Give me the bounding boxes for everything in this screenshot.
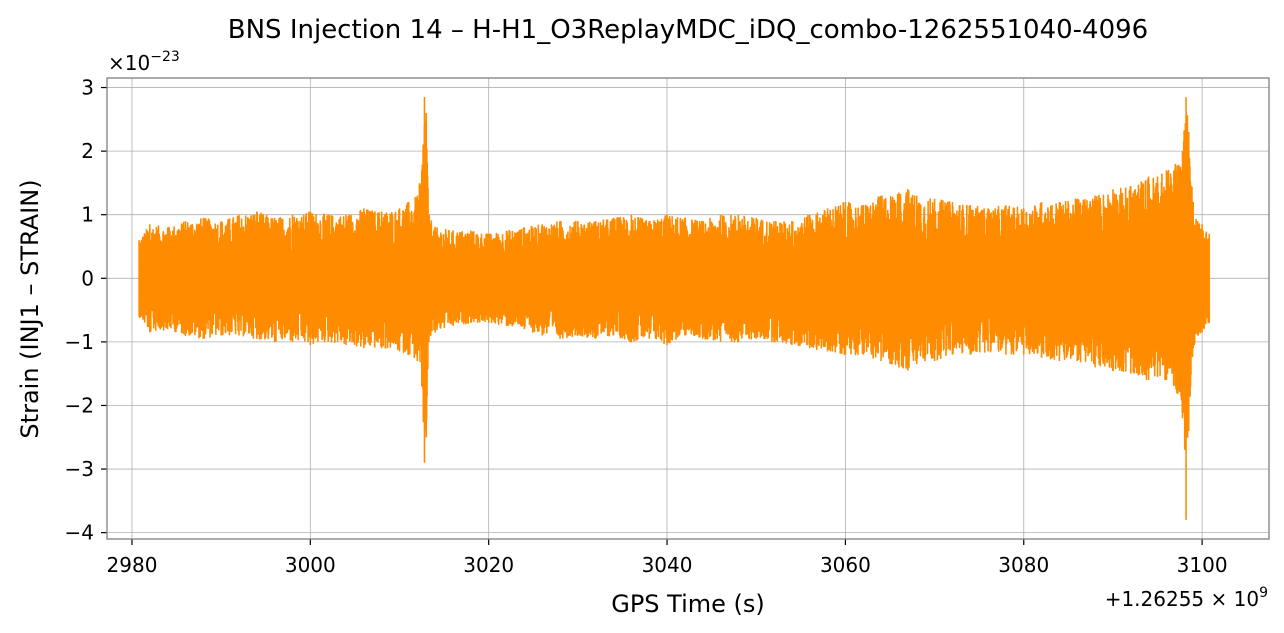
- series-layer: [138, 97, 1211, 520]
- x-tick-label: 3100: [1177, 553, 1228, 577]
- strain-series-line: [138, 97, 1211, 520]
- y-tick-label: −3: [65, 457, 94, 481]
- y-scale-exponent: −23: [150, 49, 180, 65]
- x-tick-label: 3000: [285, 553, 336, 577]
- y-tick-label: −4: [65, 521, 94, 545]
- y-tick-label: 2: [81, 139, 94, 163]
- x-offset-times: × 10: [1204, 587, 1259, 611]
- x-offset-base: +1.26255: [1105, 587, 1204, 611]
- x-tick-label: 3020: [463, 553, 514, 577]
- x-axis-label: GPS Time (s): [611, 590, 765, 618]
- y-ticks: −4 −3 −2 −1 0 1 2 3: [65, 76, 107, 545]
- x-offset-text: +1.26255 × 109: [1105, 585, 1268, 611]
- x-tick-label: 3080: [998, 553, 1049, 577]
- y-tick-label: −1: [65, 330, 94, 354]
- y-scale-base: ×10: [108, 51, 150, 75]
- y-axis-label: Strain (INJ1 – STRAIN): [16, 179, 44, 438]
- x-offset-exponent: 9: [1259, 585, 1268, 601]
- y-tick-label: −2: [65, 393, 94, 417]
- x-tick-label: 3060: [820, 553, 871, 577]
- plot-frame: [106, 77, 1270, 540]
- y-tick-label: 3: [81, 76, 94, 100]
- chart-title: BNS Injection 14 – H-H1_O3ReplayMDC_iDQ_…: [228, 15, 1148, 45]
- x-tick-label: 2980: [107, 553, 158, 577]
- y-tick-label: 0: [81, 266, 94, 290]
- y-tick-label: 1: [81, 203, 94, 227]
- y-scale-text: ×10−23: [108, 49, 180, 75]
- x-ticks: 2980 3000 3020 3040 3060 3080 3100: [107, 539, 1228, 577]
- x-tick-label: 3040: [642, 553, 693, 577]
